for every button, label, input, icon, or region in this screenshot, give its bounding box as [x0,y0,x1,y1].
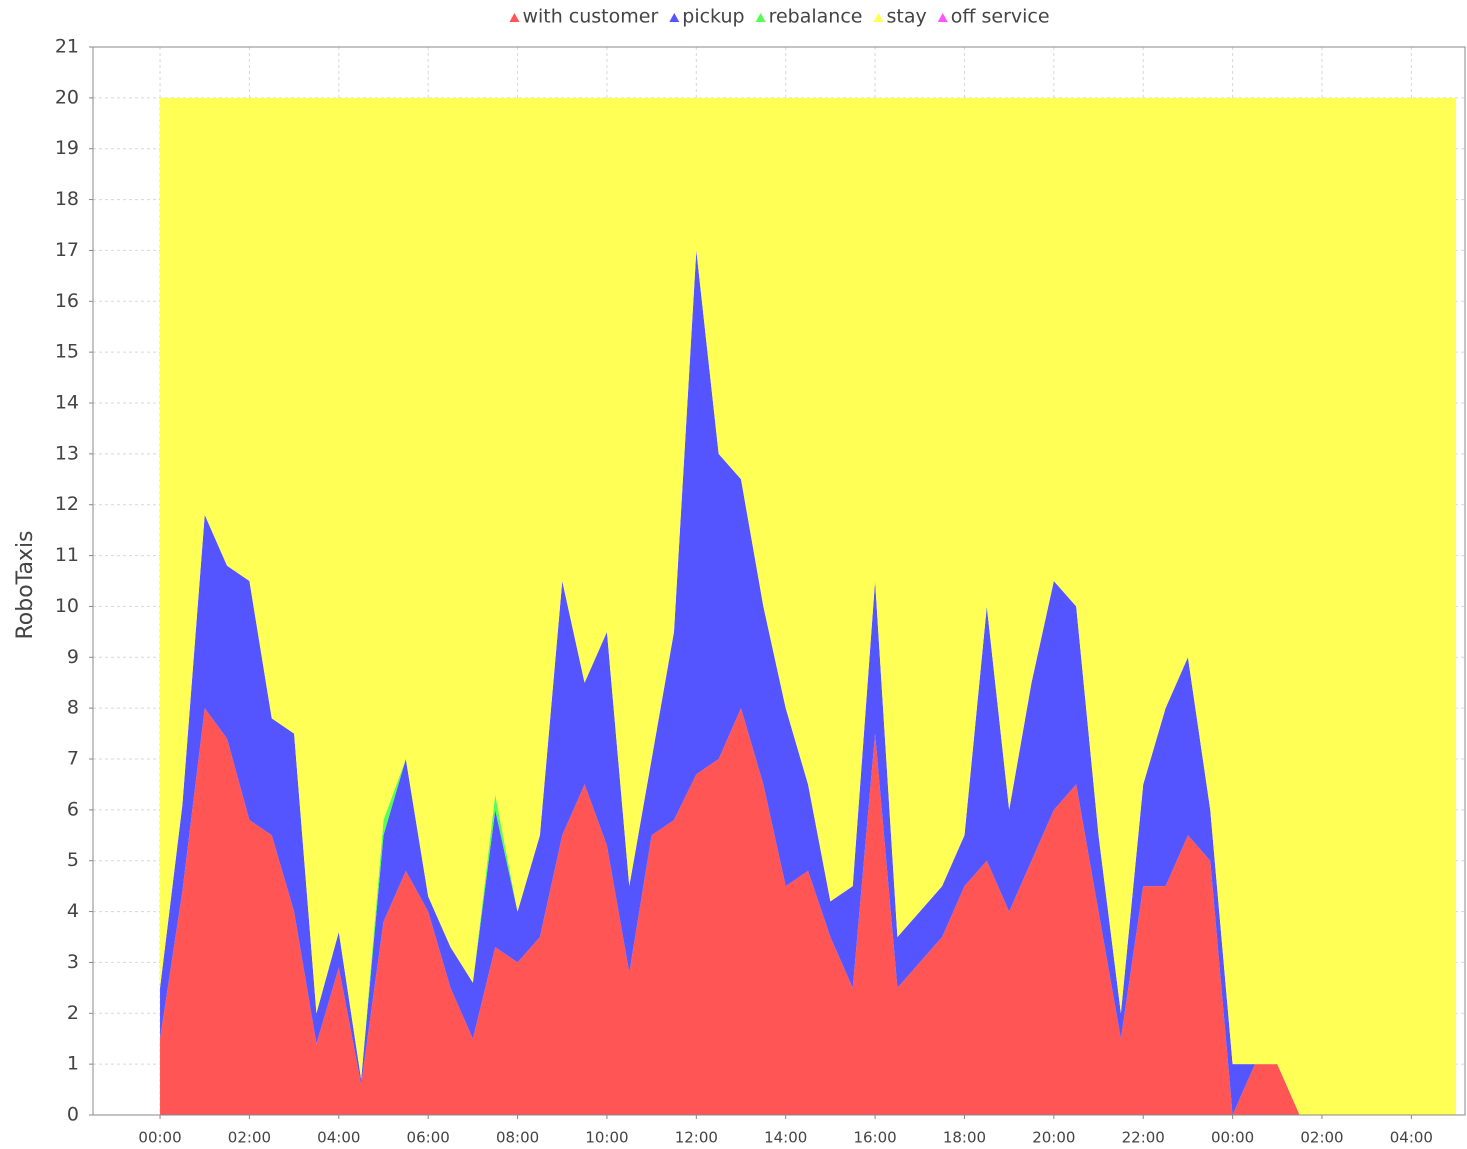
y-tick-label: 18 [55,188,79,210]
x-tick-label: 00:00 [1211,1129,1254,1147]
x-tick-label: 00:00 [138,1129,181,1147]
legend-label: with customer [522,6,658,28]
area [160,708,1457,1115]
legend-marker [937,13,948,22]
x-tick-label: 02:00 [1300,1129,1343,1147]
x-tick-label: 04:00 [317,1129,360,1147]
y-tick-label: 15 [55,341,79,363]
x-tick-label: 08:00 [496,1129,539,1147]
y-tick-label: 9 [67,646,79,668]
y-tick-label: 5 [67,849,79,871]
area [160,97,1457,1116]
x-tick-label: 04:00 [1390,1129,1433,1147]
y-tick-label: 11 [55,544,79,566]
y-tick-label: 8 [67,697,79,719]
y-tick-label: 0 [67,1104,79,1126]
legend-item: off service [937,6,1050,28]
legend-marker [509,13,520,22]
x-tick-label: 10:00 [585,1129,628,1147]
y-tick-label: 7 [67,748,79,770]
legend-label: rebalance [769,6,863,28]
plot-frame [92,46,1466,1116]
legend-marker [755,13,766,22]
y-tick-label: 6 [67,798,79,820]
area [160,250,1457,1115]
y-tick-label: 17 [55,239,79,261]
y-tick-label: 10 [55,595,79,617]
x-tick-label: 20:00 [1032,1129,1075,1147]
legend-item: stay [873,6,927,28]
y-tick-label: 1 [67,1053,79,1075]
y-tick-label: 13 [55,442,79,464]
legend: with customer pickup rebalance stay off serv… [509,6,1050,28]
legend-marker [873,13,884,22]
legend-label: pickup [682,6,744,28]
y-tick-label: 4 [67,900,79,922]
y-tick-label: 3 [67,951,79,973]
y-tick-label: 12 [55,493,79,515]
x-tick-label: 14:00 [764,1129,807,1147]
y-tick-label: 21 [55,36,79,58]
y-tick-label: 20 [55,86,79,108]
legend-item: rebalance [755,6,863,28]
x-tick-label: 22:00 [1122,1129,1165,1147]
x-tick-label: 18:00 [943,1129,986,1147]
y-tick-label: 2 [67,1002,79,1024]
legend-marker [669,13,680,22]
x-tick-label: 16:00 [853,1129,896,1147]
y-tick-label: 16 [55,290,79,312]
legend-label: stay [886,6,926,28]
y-tick-label: 19 [55,137,79,159]
x-tick-label: 02:00 [228,1129,271,1147]
y-axis-label: RoboTaxis [13,530,38,639]
legend-item: pickup [669,6,745,28]
legend-label: off service [951,6,1050,28]
x-tick-label: 12:00 [675,1129,718,1147]
legend-item: with customer [509,6,658,28]
y-tick-label: 14 [55,392,79,414]
x-tick-label: 06:00 [407,1129,450,1147]
